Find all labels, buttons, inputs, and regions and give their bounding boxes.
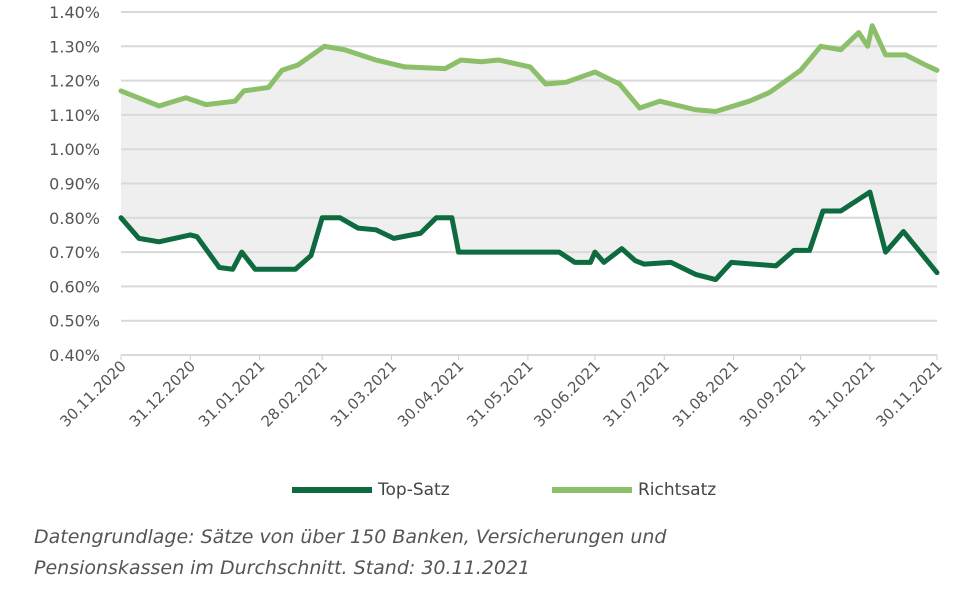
x-tick-label: 30.04.2021: [394, 357, 467, 430]
legend-label-top-satz: Top-Satz: [378, 480, 450, 500]
x-tick-label: 28.02.2021: [258, 357, 331, 430]
y-tick-label: 0.60%: [49, 277, 100, 296]
legend-item-top-satz: Top-Satz: [292, 480, 450, 500]
caption-line-2: Pensionskassen im Durchschnitt. Stand: 3…: [34, 557, 531, 579]
y-tick-label: 1.40%: [49, 3, 100, 22]
y-tick-label: 1.00%: [49, 140, 100, 159]
x-tick-label: 31.07.2021: [600, 357, 673, 430]
x-tick-label: 31.10.2021: [805, 357, 878, 430]
x-tick-label: 31.05.2021: [463, 357, 536, 430]
series-line-top-satz: [118, 189, 940, 283]
legend: Top-Satz Richtsatz: [0, 480, 960, 506]
x-tick-label: 30.09.2021: [736, 357, 809, 430]
y-tick-label: 1.10%: [49, 106, 100, 125]
caption: Datengrundlage: Sätze von über 150 Banke…: [34, 522, 934, 584]
legend-label-richtsatz: Richtsatz: [638, 480, 717, 500]
x-tick-label: 30.11.2020: [56, 357, 129, 430]
line-chart: 0.40% 0.50% 0.60% 0.70% 0.80% 0.90% 1.00% 1.10%…: [49, 3, 946, 431]
y-tick-label: 0.80%: [49, 209, 100, 228]
x-tick-label: 31.01.2021: [195, 357, 268, 430]
caption-line-1: Datengrundlage: Sätze von über 150 Banke…: [34, 526, 667, 548]
y-tick-label: 0.70%: [49, 243, 100, 262]
x-tick-label: 31.08.2021: [669, 357, 742, 430]
x-tick-label: 30.06.2021: [530, 357, 603, 430]
y-tick-label: 1.30%: [49, 37, 100, 56]
x-tick-label: 31.12.2020: [126, 357, 199, 430]
y-tick-label: 0.40%: [49, 346, 100, 365]
legend-swatch-top-satz: [292, 487, 372, 493]
series-line-richtsatz: [118, 23, 940, 114]
x-tick-label: 31.03.2021: [327, 357, 400, 430]
y-tick-label: 0.90%: [49, 175, 100, 194]
y-tick-label: 1.20%: [49, 72, 100, 91]
legend-item-richtsatz: Richtsatz: [552, 480, 716, 500]
x-tick-label: 30.11.2021: [872, 357, 945, 430]
y-tick-label: 0.50%: [49, 312, 100, 331]
legend-swatch-richtsatz: [552, 487, 632, 493]
